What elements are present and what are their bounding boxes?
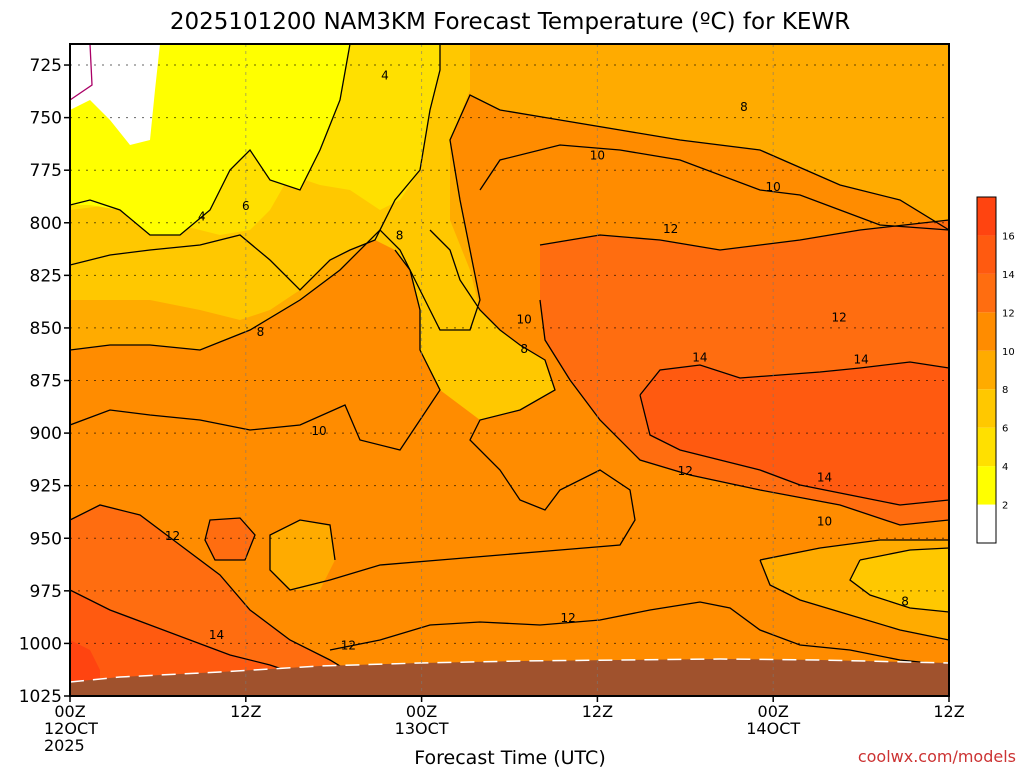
- plot-frame: [69, 43, 950, 697]
- x-tick-label: 13OCT: [395, 719, 449, 738]
- colorbar-swatch: [977, 235, 996, 274]
- contour-label: 12: [165, 529, 180, 543]
- y-axis: 725 750 775 800 825 850 875 900 925 950 975 1000 102…: [19, 56, 70, 707]
- x-tick-label: 12Z: [582, 702, 613, 721]
- colorbar-frame: [976, 196, 997, 544]
- contour-12-lower: [70, 504, 351, 673]
- region-low-hot: [70, 590, 300, 682]
- contour-label: 4: [381, 69, 389, 83]
- y-tick-label: 925: [30, 477, 62, 497]
- colorbar-label: 2: [1002, 501, 1008, 512]
- colorbar-swatch: [977, 350, 996, 390]
- colorbar: 2 4 6 8 10 12 14 16: [976, 196, 1015, 544]
- y-tick-label: 825: [30, 266, 62, 286]
- contour-label: 10: [517, 313, 532, 327]
- x-tick-label: 14OCT: [746, 719, 800, 738]
- region-surface-red: [70, 640, 100, 682]
- contour-12-bubble: [204, 517, 256, 561]
- contour-label: 12: [560, 611, 575, 625]
- y-tick-label: 800: [30, 214, 62, 234]
- x-axis-title: Forecast Time (UTC): [414, 747, 605, 768]
- y-tick-label: 875: [30, 372, 62, 392]
- contour-label: 8: [740, 100, 748, 114]
- x-tick-label: 12Z: [933, 702, 964, 721]
- x-tick-label: 2025: [44, 736, 85, 755]
- colorbar-swatch: [977, 504, 996, 543]
- contour-label: 12: [678, 464, 693, 478]
- colorbar-label: 10: [1002, 347, 1015, 358]
- contour-14-lower: [70, 589, 301, 676]
- plot-area: [70, 44, 949, 696]
- x-tick-label: 00Z: [54, 702, 85, 721]
- contour-label: 8: [901, 594, 909, 608]
- colorbar-label: 8: [1002, 385, 1008, 396]
- colorbar-label: 6: [1002, 424, 1008, 435]
- y-tick-label: 975: [30, 582, 62, 602]
- contour-label: 10: [311, 424, 326, 438]
- y-tick-label: 900: [30, 424, 62, 444]
- y-tick-label: 1025: [19, 687, 62, 707]
- region-small-warm: [205, 518, 255, 560]
- contour-label: 14: [692, 350, 707, 364]
- contour-label: 12: [663, 222, 678, 236]
- contour-10-bottom: [759, 539, 949, 641]
- contour-14-core: [639, 361, 949, 506]
- credit-text: coolwx.com/models: [858, 747, 1016, 766]
- contour-label: 8: [257, 325, 265, 339]
- y-tick-label: 750: [30, 109, 62, 129]
- contour-10-upper: [70, 229, 636, 591]
- contour-label: 10: [817, 514, 832, 528]
- y-tick-label: 1000: [19, 634, 62, 654]
- contour-label: 12: [341, 639, 356, 653]
- colorbar-label: 16: [1002, 231, 1015, 242]
- contour-label: 8: [396, 228, 404, 242]
- contour-10-right: [479, 144, 949, 231]
- contour-label: 12: [831, 310, 846, 324]
- ground-edge: [70, 658, 949, 683]
- colorbar-swatch: [977, 197, 996, 236]
- contour-label: 10: [766, 180, 781, 194]
- contour-lines: [70, 44, 949, 676]
- x-tick-label: 00Z: [406, 702, 437, 721]
- y-tick-label: 725: [30, 56, 62, 76]
- colorbar-swatch: [977, 389, 996, 428]
- y-tick-label: 950: [30, 529, 62, 549]
- region-white-corner: [70, 44, 160, 145]
- contour-8-bottom: [849, 547, 949, 613]
- contour-label: 4: [198, 209, 206, 223]
- region-cool-tongue: [395, 230, 555, 420]
- y-tick-label: 775: [30, 161, 62, 181]
- contour-12-center: [539, 219, 949, 526]
- contour-label: 6: [242, 199, 250, 213]
- y-tick-label: 850: [30, 319, 62, 339]
- chart-title: 2025101200 NAM3KM Forecast Temperature (…: [170, 9, 850, 35]
- contour-12-bottom: [329, 601, 949, 666]
- colorbar-label: 12: [1002, 308, 1015, 319]
- colorbar-swatch: [977, 427, 996, 467]
- contour-label: 14: [209, 628, 224, 642]
- colorbar-swatch: [977, 466, 996, 505]
- contour-label-layer: 4 4 6 8 10 10 12 8 8 10 8 12 14 14 10 12 14 12 10 8 14 12 12: [165, 69, 909, 653]
- colorbar-label: 14: [1002, 270, 1015, 281]
- x-tick-label: 00Z: [758, 702, 789, 721]
- colorbar-swatch: [977, 312, 996, 351]
- contour-label: 14: [853, 352, 868, 366]
- x-tick-label: 12OCT: [44, 719, 98, 738]
- contour-6: [70, 44, 441, 291]
- x-tick-label: 12Z: [230, 702, 261, 721]
- colorbar-swatch: [977, 273, 996, 313]
- region-mid-bubble: [270, 520, 335, 590]
- contour-label: 10: [590, 148, 605, 162]
- contour-2: [70, 44, 93, 101]
- contour-label: 14: [817, 470, 832, 484]
- colorbar-label: 4: [1002, 462, 1008, 473]
- contour-label: 8: [520, 342, 528, 356]
- contour-8-upper: [70, 94, 949, 351]
- region-hot-core: [640, 362, 949, 505]
